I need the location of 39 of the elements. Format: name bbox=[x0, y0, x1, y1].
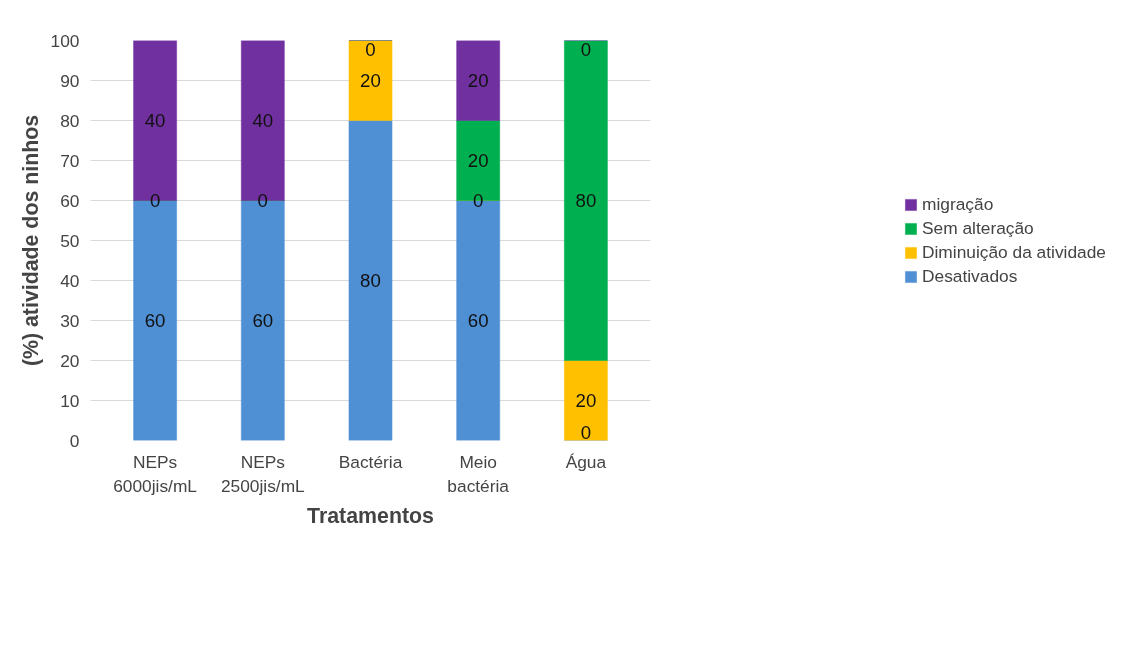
x-tick-label: Água bbox=[565, 451, 607, 472]
x-axis-title: Tratamentos bbox=[307, 503, 434, 528]
data-label: 0 bbox=[580, 38, 592, 60]
legend-label: Desativados bbox=[922, 265, 1018, 287]
x-tick-label: NEPs 6000jis/mL bbox=[113, 451, 198, 496]
y-tick-label: 40 bbox=[60, 270, 80, 291]
data-label: 40 bbox=[252, 110, 274, 131]
y-tick-label: 90 bbox=[60, 70, 80, 91]
y-tick-label: 50 bbox=[60, 230, 80, 251]
data-label: 60 bbox=[144, 310, 166, 331]
data-label: 60 bbox=[467, 310, 489, 331]
data-label: 20 bbox=[467, 70, 489, 91]
y-tick-label: 60 bbox=[60, 190, 80, 211]
y-tick-label: 80 bbox=[60, 110, 80, 131]
y-tick-label: 100 bbox=[50, 30, 80, 51]
legend-label: migração bbox=[922, 193, 994, 215]
y-tick-label: 20 bbox=[60, 350, 80, 371]
data-label: 0 bbox=[257, 190, 269, 211]
data-label: 60 bbox=[252, 310, 274, 331]
data-label: 20 bbox=[467, 150, 489, 171]
data-label: 0 bbox=[473, 190, 484, 211]
data-label: 80 bbox=[360, 270, 381, 291]
data-label: 20 bbox=[575, 390, 597, 411]
data-label: 0 bbox=[580, 421, 592, 443]
x-tick-label: Meio bactéria bbox=[447, 451, 510, 496]
data-label: 0 bbox=[365, 38, 376, 60]
y-tick-label: 0 bbox=[69, 430, 80, 451]
y-tick-label: 30 bbox=[60, 310, 80, 331]
data-label: 80 bbox=[575, 190, 597, 211]
legend-label: Sem alteração bbox=[922, 217, 1034, 239]
data-label: 40 bbox=[144, 110, 166, 131]
x-tick-label: Bactéria bbox=[338, 451, 403, 472]
y-axis-title: (%) atividade dos ninhos bbox=[18, 114, 43, 367]
data-label: 0 bbox=[149, 190, 161, 211]
y-tick-label: 10 bbox=[60, 390, 80, 411]
legend-label: Diminuição da atividade bbox=[922, 241, 1106, 263]
y-tick-label: 70 bbox=[60, 150, 80, 171]
data-label: 20 bbox=[360, 70, 381, 91]
x-tick-label: NEPs 2500jis/mL bbox=[220, 451, 306, 496]
